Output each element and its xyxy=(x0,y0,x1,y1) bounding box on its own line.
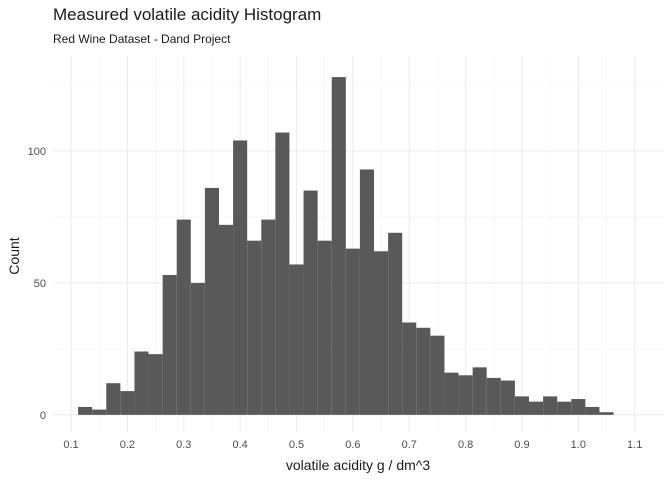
histogram-bar xyxy=(303,190,318,415)
histogram-bar xyxy=(204,187,219,415)
x-tick-label: 0.5 xyxy=(289,439,304,451)
x-tick-label: 0.1 xyxy=(63,439,78,451)
y-axis-label: Count xyxy=(6,237,22,274)
x-tick-label: 0.2 xyxy=(120,439,135,451)
y-tick-label: 100 xyxy=(28,146,46,158)
histogram-bar xyxy=(176,219,191,415)
histogram-bar xyxy=(585,406,600,415)
histogram-bar xyxy=(345,248,360,415)
histogram-bar xyxy=(500,380,515,415)
chart-title: Measured volatile acidity Histogram xyxy=(53,5,322,24)
histogram-bar xyxy=(486,377,501,415)
histogram-bar xyxy=(514,396,529,415)
histogram-bar xyxy=(106,383,121,415)
x-tick-label: 1.0 xyxy=(571,439,586,451)
histogram-bar xyxy=(317,240,332,415)
histogram-bar xyxy=(472,367,487,415)
chart-subtitle: Red Wine Dataset - Dand Project xyxy=(53,32,231,46)
histogram-bar xyxy=(359,169,374,415)
y-tick-label: 50 xyxy=(34,278,46,290)
histogram-bar xyxy=(289,264,304,415)
histogram-bar xyxy=(543,396,558,415)
histogram-bar xyxy=(557,401,572,415)
histogram-bar xyxy=(190,282,205,415)
histogram-bar xyxy=(458,375,473,415)
x-axis-label: volatile acidity g / dm^3 xyxy=(286,457,431,473)
histogram-bar xyxy=(599,412,614,415)
x-tick-label: 1.1 xyxy=(627,439,642,451)
histogram-bar xyxy=(416,327,431,415)
histogram-bars xyxy=(78,77,614,415)
histogram-bar xyxy=(120,391,135,415)
histogram-bar xyxy=(444,372,459,415)
histogram-bar xyxy=(134,351,149,415)
x-tick-label: 0.6 xyxy=(345,439,360,451)
x-tick-label: 0.8 xyxy=(458,439,473,451)
x-axis-ticks: 0.1 0.2 0.3 0.4 0.5 0.6 0.7 0.8 0.9 1.0 1.1 xyxy=(63,439,642,451)
histogram-bar xyxy=(162,275,177,415)
histogram-bar xyxy=(402,322,417,415)
histogram-bar xyxy=(233,140,248,415)
y-axis-ticks: 0 50 100 xyxy=(28,146,46,422)
histogram-bar xyxy=(275,132,290,415)
histogram-bar xyxy=(78,406,93,415)
histogram-bar xyxy=(374,251,389,415)
histogram-bar xyxy=(388,232,403,415)
histogram-bar xyxy=(148,354,163,415)
x-tick-label: 0.3 xyxy=(176,439,191,451)
histogram-bar xyxy=(529,401,544,415)
histogram-bar xyxy=(571,399,586,415)
histogram-bar xyxy=(430,335,445,415)
x-tick-label: 0.4 xyxy=(232,439,247,451)
x-tick-label: 0.7 xyxy=(402,439,417,451)
y-tick-label: 0 xyxy=(40,410,46,422)
x-tick-label: 0.9 xyxy=(514,439,529,451)
histogram-bar xyxy=(331,77,346,415)
histogram-bar xyxy=(92,409,107,415)
histogram-bar xyxy=(261,219,276,415)
histogram-bar xyxy=(247,240,262,415)
histogram-bar xyxy=(219,224,234,415)
